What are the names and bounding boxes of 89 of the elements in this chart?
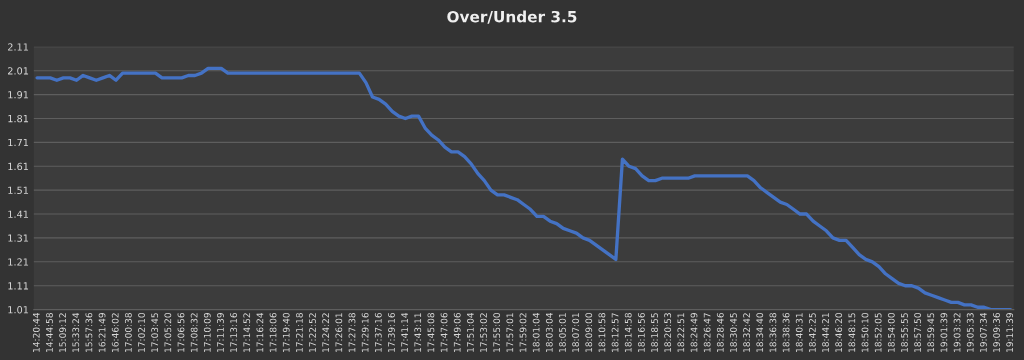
x-tick-label: 17:49:06: [453, 312, 461, 352]
x-tick-label: 18:03:04: [545, 312, 553, 352]
x-tick-label: 19:05:33: [966, 313, 974, 352]
x-tick-label: 19:01:39: [940, 313, 948, 352]
x-tick-label: 18:42:25: [808, 313, 816, 352]
x-tick-label: 18:34:40: [756, 312, 764, 352]
x-tick-label: 18:01:04: [532, 312, 540, 352]
x-tick-label: 18:14:58: [624, 313, 632, 352]
x-tick-label: 18:57:50: [914, 312, 922, 352]
x-tick-label: 17:47:06: [440, 312, 448, 352]
x-tick-label: 17:13:16: [230, 312, 238, 352]
x-tick-label: 15:09:12: [59, 313, 67, 352]
x-tick-label: 17:29:16: [361, 312, 369, 352]
y-tick-label: 1.81: [8, 114, 29, 123]
x-tick-label: 17:27:38: [348, 313, 356, 352]
x-tick-label: 17:53:02: [480, 313, 487, 352]
x-tick-label: 17:21:18: [295, 313, 303, 352]
x-tick-label: 17:24:22: [322, 313, 329, 352]
y-tick-label: 1.41: [8, 210, 29, 218]
x-tick-label: 17:14:52: [243, 313, 251, 352]
chart-title: Over/Under 3.5: [447, 10, 577, 24]
x-tick-label: 17:10:09: [203, 313, 211, 352]
x-tick-label: 17:55:00: [493, 312, 501, 352]
x-tick-label: 17:59:02: [519, 313, 527, 352]
x-tick-label: 17:16:24: [256, 312, 264, 352]
y-tick-label: 1.21: [8, 258, 29, 266]
x-tick-label: 17:26:01: [335, 313, 343, 352]
x-tick-label: 18:54:00: [887, 312, 895, 352]
x-tick-label: 17:06:56: [177, 312, 185, 352]
x-tick-label: 16:46:02: [111, 313, 119, 352]
x-tick-label: 17:51:04: [466, 312, 474, 352]
x-tick-label: 18:30:45: [730, 313, 737, 352]
y-tick-label: 1.31: [8, 234, 29, 242]
x-tick-label: 18:59:45: [927, 313, 935, 352]
x-tick-label: 18:32:42: [743, 313, 751, 352]
x-tick-label: 19:11:39: [1006, 313, 1014, 352]
x-tick-label: 19:03:32: [953, 313, 961, 352]
x-tick-label: 18:22:51: [677, 313, 685, 352]
x-tick-label: 18:40:31: [795, 313, 803, 352]
x-tick-label: 17:00:38: [124, 313, 132, 352]
x-tick-label: 18:36:38: [769, 313, 777, 352]
y-tick-label: 1.11: [8, 282, 29, 290]
y-tick-label: 1.71: [8, 138, 29, 147]
x-tick-label: 17:22:52: [309, 313, 316, 352]
x-tick-label: 18:20:53: [664, 313, 672, 352]
y-tick-label: 1.91: [8, 91, 29, 99]
x-tick-label: 17:03:45: [151, 313, 159, 352]
x-tick-label: 18:18:55: [651, 313, 658, 352]
x-tick-label: 17:43:11: [414, 313, 422, 352]
x-tick-label: 17:39:16: [388, 312, 395, 352]
x-tick-label: 18:07:01: [572, 313, 580, 352]
line-series: [35, 66, 1013, 310]
x-tick-label: 18:50:10: [861, 312, 869, 352]
y-tick-label: 2.01: [8, 67, 29, 75]
y-tick-label: 2.11: [8, 43, 29, 51]
x-tick-label: 17:41:14: [401, 312, 408, 352]
x-tick-label: 19:09:36: [993, 312, 1000, 352]
x-tick-label: 18:48:15: [848, 313, 856, 352]
x-tick-label: 18:52:05: [874, 313, 882, 352]
x-tick-label: 17:02:10: [138, 312, 145, 352]
x-tick-label: 15:57:36: [85, 312, 93, 352]
x-tick-label: 16:21:49: [98, 313, 106, 352]
x-tick-label: 18:26:47: [703, 313, 711, 352]
y-tick-label: 1.51: [8, 186, 29, 194]
x-tick-label: 18:09:00: [585, 312, 593, 352]
x-tick-label: 17:45:08: [427, 313, 435, 352]
x-tick-label: 17:57:01: [506, 313, 514, 352]
x-tick-label: 18:24:49: [690, 313, 698, 352]
x-tick-label: 17:37:16: [374, 312, 382, 352]
x-tick-label: 15:33:24: [72, 312, 80, 352]
x-tick-label: 19:07:34: [979, 312, 987, 352]
y-tick-label: 1.01: [8, 306, 29, 314]
x-tick-label: 14:44:58: [46, 313, 53, 352]
x-tick-label: 18:55:55: [901, 313, 908, 352]
x-tick-label: 18:28:46: [716, 312, 724, 352]
x-tick-label: 18:12:57: [611, 313, 619, 352]
x-tick-label: 18:46:20: [835, 312, 843, 352]
x-tick-label: 18:10:58: [598, 313, 606, 352]
x-tick-label: 18:05:01: [559, 313, 566, 352]
x-tick-label: 18:16:56: [637, 312, 645, 352]
x-tick-label: 17:05:20: [164, 312, 172, 352]
y-tick-label: 1.61: [8, 162, 29, 171]
x-tick-label: 18:44:21: [822, 313, 829, 352]
x-tick-label: 18:38:36: [782, 312, 790, 352]
x-tick-label: 14:20:44: [32, 312, 40, 352]
x-tick-label: 17:18:06: [269, 312, 277, 352]
x-tick-label: 17:08:32: [190, 313, 198, 352]
x-tick-label: 17:11:39: [217, 313, 224, 352]
x-tick-label: 17:19:40: [282, 312, 290, 352]
